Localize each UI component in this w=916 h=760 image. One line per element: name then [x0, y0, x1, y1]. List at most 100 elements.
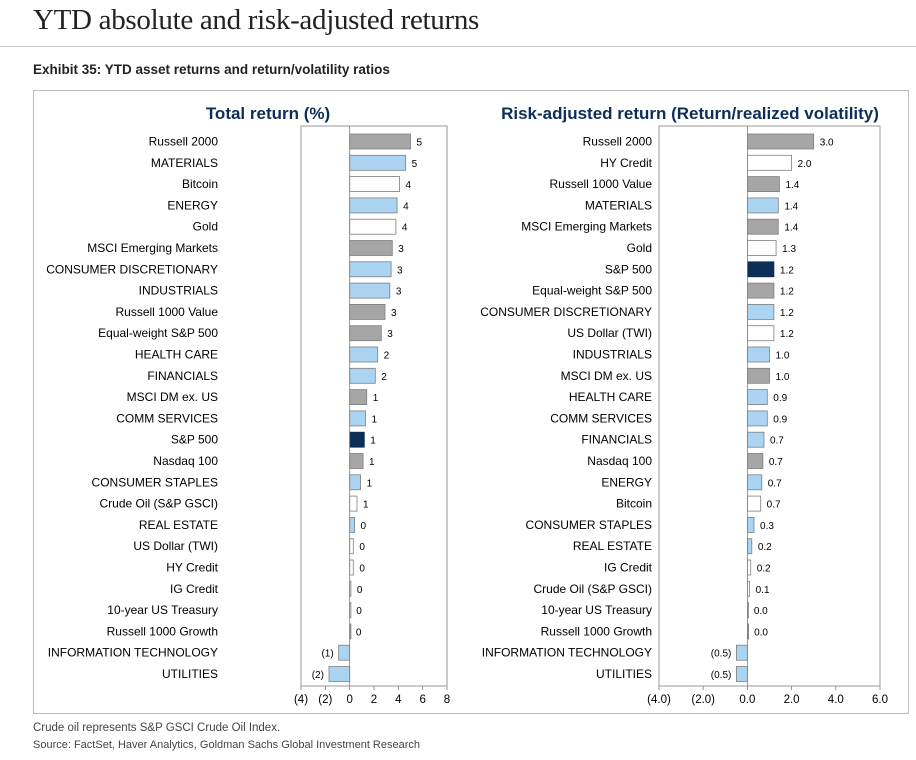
chart-1-bar	[349, 410, 366, 427]
chart-1-category-label: Equal-weight S&P 500	[98, 326, 218, 340]
chart-2-value-label: 1.0	[776, 351, 790, 362]
chart-1-value-label: 2	[381, 372, 387, 383]
chart-2-category-label: Russell 1000 Growth	[541, 624, 652, 638]
chart-1-category-label: MSCI DM ex. US	[127, 390, 218, 404]
chart-1-x-tick-label: (4)	[294, 694, 308, 706]
chart-1-value-label: 3	[396, 287, 402, 298]
chart-2-category-label: CONSUMER DISCRETIONARY	[480, 305, 652, 319]
chart-2-bar	[747, 431, 765, 448]
chart-1-bar	[349, 176, 401, 192]
chart-1-category-label: INFORMATION TECHNOLOGY	[48, 646, 218, 660]
chart-2-x-tick-label: (2.0)	[691, 694, 715, 706]
chart-2-bar	[747, 282, 775, 299]
chart-2-category-label: Nasdaq 100	[587, 454, 652, 468]
chart-2-category-label: Gold	[627, 241, 652, 255]
chart-1-bar	[349, 133, 411, 150]
chart-1-category-label: COMM SERVICES	[116, 411, 218, 425]
chart-1-value-label: 0	[359, 542, 365, 553]
chart-2-bar	[747, 410, 768, 427]
chart-1-bar	[349, 261, 392, 278]
page-title: YTD absolute and risk-adjusted returns	[33, 4, 480, 36]
chart-2-plot-area	[658, 125, 881, 687]
chart-2-bar	[747, 538, 753, 555]
chart-1-x-tick-label: 4	[395, 694, 402, 706]
chart-2-title: Risk-adjusted return (Return/realized vo…	[501, 104, 879, 123]
chart-2-value-label: 0.2	[758, 542, 772, 553]
chart-2-category-label: MSCI Emerging Markets	[521, 220, 652, 234]
chart-1-x-tick-label: 6	[419, 694, 425, 706]
chart-1-value-label: 3	[398, 244, 404, 255]
chart-1-bar	[349, 154, 407, 171]
chart-2-bar	[747, 474, 763, 491]
chart-2-category-label: Russell 2000	[583, 135, 653, 149]
chart-1-category-label: REAL ESTATE	[139, 518, 218, 532]
chart-1-category-label: UTILITIES	[162, 667, 218, 681]
chart-2-value-label: 1.0	[776, 372, 790, 383]
chart-1-category-label: IG Credit	[170, 582, 219, 596]
chart-2-bar	[747, 303, 775, 320]
chart-1-category-label: ENERGY	[167, 198, 218, 212]
chart-2-bar	[747, 240, 777, 256]
chart-2-value-label: 1.3	[782, 244, 796, 255]
chart-1-x-tick-label: 0	[346, 694, 352, 706]
chart-1-category-label: Gold	[193, 220, 218, 234]
chart-2-value-label: 0.9	[773, 393, 787, 404]
chart-2-bar	[747, 218, 779, 235]
chart-1-value-label: 0	[361, 521, 367, 532]
chart-2-value-label: 0.9	[773, 414, 787, 425]
chart-1-category-label: CONSUMER DISCRETIONARY	[46, 262, 218, 276]
chart-1-bar	[349, 303, 386, 320]
chart-1-bar	[349, 218, 397, 235]
chart-2-bar	[747, 325, 775, 342]
chart-1-title: Total return (%)	[206, 104, 330, 123]
chart-1-category-label: Russell 2000	[149, 135, 219, 149]
chart-1-value-label: 0	[356, 627, 362, 638]
chart-2-category-label: COMM SERVICES	[550, 411, 652, 425]
chart-2-category-label: S&P 500	[605, 262, 652, 276]
chart-2-value-label: 0.0	[754, 606, 768, 617]
chart-1-value-label: 3	[391, 308, 397, 319]
chart-1-value-label: 5	[417, 138, 423, 149]
chart-2-value-label: 1.2	[780, 329, 794, 340]
chart-2-value-label: 0.2	[757, 564, 771, 575]
chart-1-x-tick-label: 8	[444, 694, 450, 706]
chart-frame: Total return (%) Russell 2000 5 MATERIALS 5 B…	[33, 90, 909, 714]
chart-2-category-label: Bitcoin	[616, 497, 652, 511]
chart-1-value-label: 5	[412, 159, 418, 170]
chart-2-category-label: MATERIALS	[585, 198, 652, 212]
chart-2-category-label: CONSUMER STAPLES	[526, 518, 652, 532]
chart-2-value-label: 1.4	[784, 201, 798, 212]
chart-2-category-label: MSCI DM ex. US	[561, 369, 652, 383]
chart-2-bar	[736, 644, 748, 661]
chart-2-bar	[747, 389, 768, 406]
chart-1-x-tick-label: (2)	[318, 694, 332, 706]
chart-2-category-label: HY Credit	[600, 156, 652, 170]
chart-2-x-tick-label: 6.0	[872, 694, 888, 706]
chart-1-bar	[349, 453, 364, 469]
chart-1-value-label: 4	[402, 223, 408, 234]
chart-2-bar	[747, 559, 752, 576]
chart-1-value-label: 1	[371, 414, 377, 425]
chart-1-value-label: 1	[363, 500, 369, 511]
chart-1-value-label: 1	[370, 436, 376, 447]
chart-1-value-label: 0	[357, 585, 363, 596]
chart-1-category-label: MSCI Emerging Markets	[87, 241, 218, 255]
chart-1-category-label: Bitcoin	[182, 177, 218, 191]
chart-2-value-label: 0.1	[756, 585, 770, 596]
chart-2-value-label: (0.5)	[711, 670, 732, 681]
chart-1-bar	[349, 516, 356, 533]
chart-1-category-label: MATERIALS	[151, 156, 218, 170]
chart-2-category-label: FINANCIALS	[581, 433, 652, 447]
chart-1-value-label: 0	[359, 564, 365, 575]
chart-2-x-tick-label: 2.0	[784, 694, 800, 706]
chart-1-bar	[328, 666, 351, 682]
chart-2-value-label: 1.2	[780, 265, 794, 276]
chart-2-bar	[747, 516, 755, 533]
chart-2-value-label: 0.0	[754, 627, 768, 638]
chart-2-value-label: (0.5)	[711, 649, 732, 660]
chart-2-bar	[747, 154, 793, 171]
chart-2-bar	[747, 346, 770, 363]
chart-1-bar	[349, 346, 379, 363]
chart-2-bar	[747, 367, 770, 384]
chart-1-category-label: Nasdaq 100	[153, 454, 218, 468]
